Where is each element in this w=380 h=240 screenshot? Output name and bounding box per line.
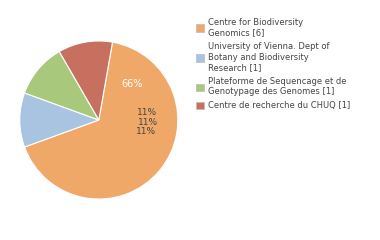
Text: 11%: 11%	[136, 127, 157, 136]
Legend: Centre for Biodiversity
Genomics [6], University of Vienna. Dept of
Botany and B: Centre for Biodiversity Genomics [6], Un…	[194, 16, 352, 112]
Wedge shape	[25, 52, 99, 120]
Text: 66%: 66%	[122, 79, 143, 89]
Text: 11%: 11%	[138, 118, 158, 127]
Text: 11%: 11%	[137, 108, 157, 117]
Wedge shape	[59, 41, 112, 120]
Wedge shape	[20, 93, 99, 147]
Wedge shape	[25, 42, 178, 199]
